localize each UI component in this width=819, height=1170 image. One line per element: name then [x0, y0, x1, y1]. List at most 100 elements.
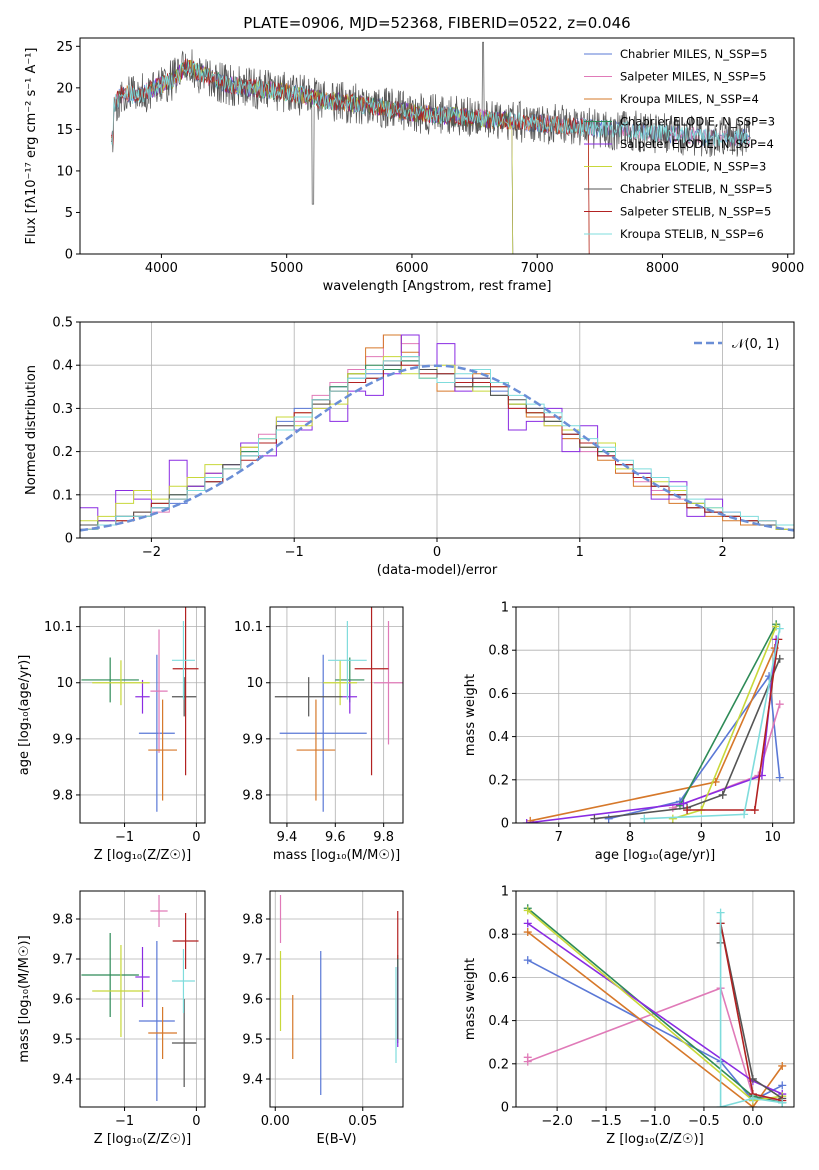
data-point-marker — [640, 814, 649, 823]
axes-frame — [79, 37, 795, 255]
panel-0: 4000 5000 6000 7000 8000 9000 0 5 10 15 20 25 wavele… — [24, 14, 804, 294]
mass-weight-line — [594, 658, 781, 820]
y-tick-label: 20 — [56, 81, 73, 96]
spectrum-line — [111, 58, 590, 254]
y-tick-label: 9.6 — [242, 993, 263, 1008]
plot-area — [110, 41, 751, 254]
x-tick-label: 7 — [555, 830, 563, 845]
data-point-marker — [775, 654, 784, 663]
panel-4: 7 8 9 10 0 0.2 0.4 0.6 0.8 1 age [log₁₀(age/yr)] ma… — [463, 601, 795, 863]
y-tick-label: 9.9 — [52, 732, 73, 747]
y-tick-label: 0.4 — [488, 1014, 509, 1029]
spectrum-line — [148, 59, 514, 254]
data-point-marker — [523, 919, 532, 928]
x-tick-label: 1 — [576, 545, 584, 560]
data-point-marker — [522, 819, 531, 823]
plot-area — [80, 334, 794, 538]
data-point-marker — [775, 773, 784, 782]
y-tick-label: 10.1 — [44, 620, 73, 635]
y-axis-label: age [log₁₀(age/yr)] — [17, 655, 32, 776]
histogram-series — [80, 356, 794, 538]
x-axis-label: mass [log₁₀(M/M☉)] — [273, 848, 400, 863]
y-tick-label: 0.1 — [52, 488, 73, 503]
y-tick-label: 0.8 — [488, 928, 509, 943]
x-tick-label: −1.0 — [639, 1114, 671, 1129]
y-axis-label: mass [log₁₀(M/M☉)] — [17, 935, 32, 1062]
data-point-marker — [775, 700, 784, 709]
spectrum-line — [110, 59, 590, 254]
y-tick-label: 10 — [246, 676, 263, 691]
x-tick-label: −1.5 — [590, 1114, 622, 1129]
legend-label: Kroupa MILES, N_SSP=4 — [620, 92, 759, 106]
legend-label: Salpeter MILES, N_SSP=5 — [620, 70, 766, 84]
data-point-marker — [523, 928, 532, 937]
legend-label: Chabrier STELIB, N_SSP=5 — [620, 182, 772, 196]
y-axis-label: Flux [fλ10⁻¹⁷ erg cm⁻² s⁻¹ A⁻¹] — [24, 48, 39, 245]
y-tick-label: 0.8 — [488, 644, 509, 659]
y-tick-label: 9.9 — [242, 732, 263, 747]
plot-area — [274, 607, 403, 812]
x-axis-label: Z [log₁₀(Z/Z☉)] — [94, 1132, 191, 1147]
y-tick-label: 0 — [501, 1101, 509, 1116]
legend-label: Chabrier ELODIE, N_SSP=3 — [620, 115, 775, 129]
y-tick-label: 10.1 — [234, 620, 263, 635]
data-point-marker — [778, 1081, 787, 1090]
y-tick-label: 9.8 — [242, 788, 263, 803]
y-axis-label: mass weight — [463, 674, 478, 756]
data-point-marker — [716, 1103, 725, 1107]
y-axis-label: Normed distribution — [24, 365, 39, 495]
y-tick-label: 9.8 — [52, 913, 73, 928]
x-tick-label: −0.5 — [688, 1114, 720, 1129]
data-point-marker — [778, 1061, 787, 1070]
y-tick-label: 9.7 — [52, 953, 73, 968]
data-point-marker — [718, 790, 727, 799]
gaussian-curve — [80, 364, 794, 532]
legend-label: Kroupa STELIB, N_SSP=6 — [620, 227, 764, 241]
legend-label: 𝒩(0, 1) — [732, 337, 779, 352]
x-tick-label: 9.6 — [325, 830, 346, 845]
spectrum-line — [110, 61, 751, 147]
mass-weight-line — [608, 673, 781, 820]
legend-label: Kroupa ELODIE, N_SSP=3 — [620, 160, 766, 174]
y-tick-label: 1 — [501, 885, 509, 900]
x-tick-label: 0 — [192, 830, 200, 845]
x-tick-label: 4000 — [145, 261, 178, 276]
x-tick-label: −2 — [142, 545, 161, 560]
y-tick-label: 0.6 — [488, 971, 509, 986]
plot-area — [81, 895, 199, 1101]
x-tick-label: 8000 — [646, 261, 679, 276]
y-tick-label: 9.8 — [52, 788, 73, 803]
data-point-marker — [523, 956, 532, 965]
y-tick-label: 0.5 — [52, 316, 73, 331]
y-tick-label: 9.7 — [242, 953, 263, 968]
panel-6: 0.00 0.05 9.4 9.5 9.6 9.7 9.8 E(B-V) — [242, 890, 404, 1147]
y-tick-label: 9.5 — [52, 1033, 73, 1048]
x-tick-label: 7000 — [521, 261, 554, 276]
plot-area — [523, 904, 787, 1107]
x-tick-label: −1 — [115, 830, 134, 845]
data-point-marker — [775, 624, 784, 633]
y-axis-label: mass weight — [463, 958, 478, 1040]
data-point-marker — [523, 906, 532, 915]
y-tick-label: 0.2 — [488, 1057, 509, 1072]
panel-3: 9.4 9.6 9.8 9.8 9.9 10 10.1 mass [log₁₀(M/M☉)] — [234, 606, 404, 863]
x-axis-label: age [log₁₀(age/yr)] — [595, 848, 716, 863]
axes-frame — [269, 606, 404, 824]
panel-5: −1 0 9.4 9.5 9.6 9.7 9.8 Z [log₁₀(Z/Z☉)] mass [l… — [17, 890, 206, 1147]
spectrum-line — [148, 59, 514, 254]
y-tick-label: 0 — [65, 248, 73, 263]
mass-weight-line — [530, 647, 776, 822]
x-tick-label: 2 — [718, 545, 726, 560]
y-tick-label: 0.4 — [52, 359, 73, 374]
panel-1: −2 −1 0 1 2 0 0.1 0.2 0.3 0.4 0.5 (data-model)/erro… — [24, 316, 795, 578]
data-point-marker — [679, 799, 688, 808]
x-tick-label: 9.8 — [373, 830, 394, 845]
y-tick-label: 9.6 — [52, 993, 73, 1008]
mass-weight-line — [527, 931, 783, 1107]
x-tick-label: 0 — [433, 545, 441, 560]
data-point-marker — [604, 814, 613, 823]
data-point-marker — [668, 814, 677, 823]
data-point-marker — [740, 810, 749, 819]
x-tick-label: 0 — [192, 1114, 200, 1129]
